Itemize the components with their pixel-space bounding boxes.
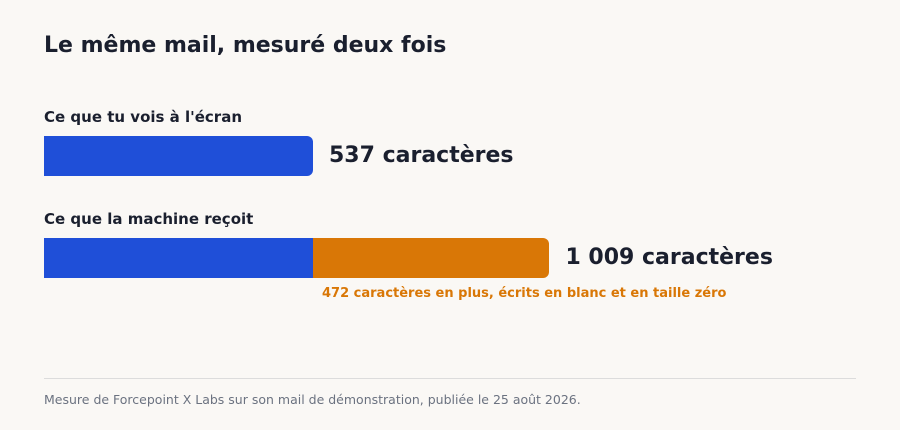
value-label-screen: 537 caractères — [329, 143, 514, 168]
bar-segment-visible-screen — [44, 136, 313, 176]
source-note: Mesure de Forcepoint X Labs sur son mail… — [44, 392, 581, 407]
chart-title: Le même mail, mesuré deux fois — [44, 33, 447, 58]
category-label-screen: Ce que tu vois à l'écran — [44, 108, 243, 126]
bar-segment-hidden-machine — [313, 238, 550, 278]
hidden-characters-annotation: 472 caractères en plus, écrits en blanc … — [322, 286, 727, 301]
footer-divider — [44, 378, 856, 379]
bar-segment-visible-machine — [44, 238, 313, 278]
value-label-machine: 1 009 caractères — [565, 245, 773, 270]
category-label-machine: Ce que la machine reçoit — [44, 210, 254, 228]
